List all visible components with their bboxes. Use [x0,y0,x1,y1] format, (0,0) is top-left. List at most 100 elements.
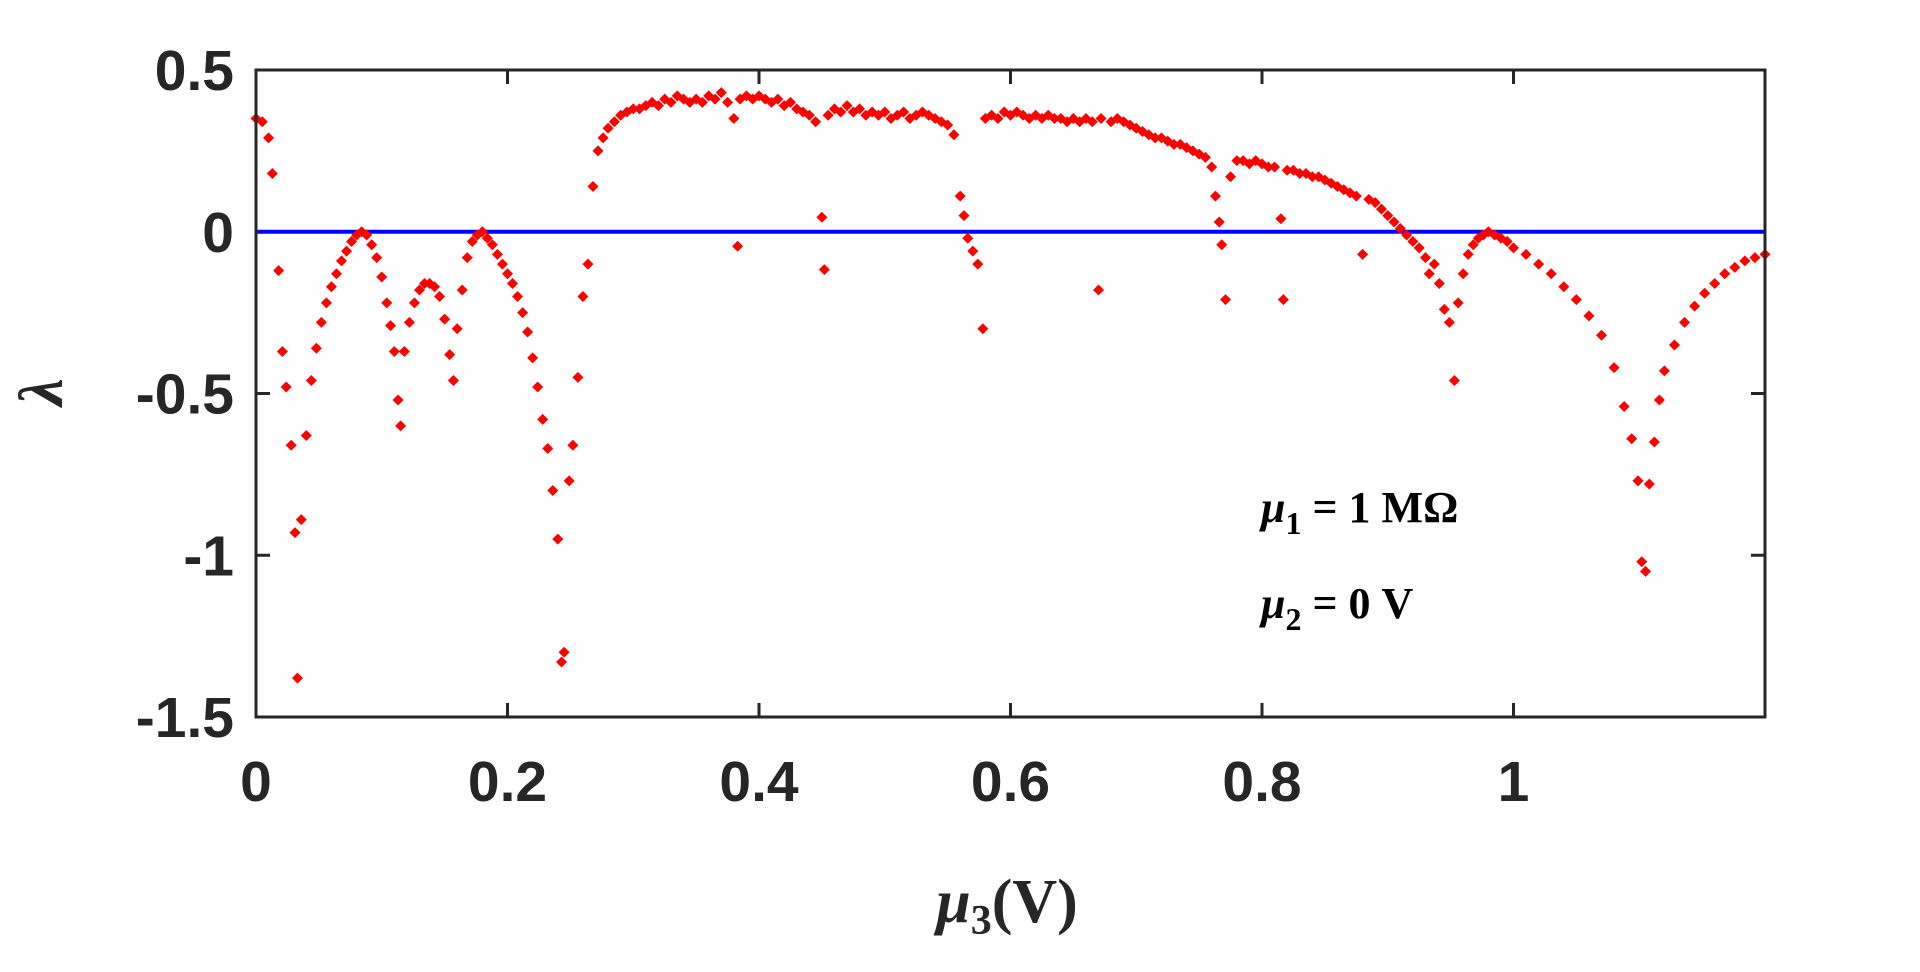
point [325,281,337,293]
point [602,122,614,134]
point [385,320,397,332]
point [280,381,292,393]
point [665,96,677,108]
point [552,533,564,545]
x-tick-label: 0.4 [719,750,799,814]
point [822,109,834,121]
point [291,672,303,684]
point [336,255,348,267]
y-tick-label: -1.5 [136,686,234,750]
point [1689,300,1701,312]
point [320,297,332,309]
point [502,268,513,280]
point [1596,329,1608,341]
point [592,145,604,157]
point [547,485,559,497]
point [1269,161,1281,173]
point [1533,258,1545,270]
point [366,239,378,251]
point [273,265,285,277]
point [1583,310,1595,322]
point [496,258,508,270]
point [1729,261,1741,273]
point [652,100,664,112]
point [772,93,784,105]
point [1558,281,1570,293]
point [818,264,830,276]
point [1438,303,1450,315]
point [527,352,539,364]
point [597,132,609,144]
point [962,232,974,244]
x-tick-label: 1 [1498,750,1530,814]
point [1608,362,1620,374]
point [395,420,407,432]
point [1209,190,1221,202]
point [1658,365,1670,377]
point [1699,287,1711,299]
point [330,268,342,280]
point [447,375,459,387]
x-label-sub: 3 [971,898,992,944]
point [1452,297,1464,309]
point [444,349,456,361]
x-label-symbol: μ [933,868,970,936]
y-tick-label: -1 [183,524,234,588]
point [556,656,568,668]
y-tick-label: 0 [202,201,234,265]
point [1149,132,1161,144]
point [879,106,891,118]
point [1213,216,1225,228]
point [803,109,815,121]
point [1433,278,1445,290]
point [1448,375,1460,387]
point [517,307,529,319]
x-tick-label: 0.8 [1222,750,1301,814]
point [1618,400,1630,412]
point [381,297,393,309]
point [577,290,589,302]
point [1262,161,1274,173]
point [567,439,579,451]
point [305,375,317,387]
x-tick-label: 0.2 [468,750,547,814]
point [413,284,425,296]
point [608,116,620,128]
point [587,180,599,192]
point [388,345,400,357]
point [1093,284,1105,296]
point [1520,248,1532,260]
point [451,323,463,335]
point [300,430,312,442]
point [1501,235,1513,247]
x-axis-label: μ3(V) [933,868,1078,944]
point [854,103,866,115]
point [1225,171,1237,183]
point [810,116,822,128]
point [266,168,278,180]
point [1394,223,1406,235]
point [1570,294,1582,306]
point [1648,436,1660,448]
point [376,271,388,283]
point [429,281,441,293]
point [310,342,322,354]
point [256,116,268,128]
annotation-sub: 2 [1285,601,1301,637]
point [532,381,544,393]
point [315,316,327,328]
point [1388,216,1400,228]
point [1382,210,1394,222]
point [1668,339,1680,351]
point [1216,239,1228,251]
annotation-symbol: μ [1259,483,1285,532]
point [572,371,584,383]
point [456,284,468,296]
point [476,226,488,238]
point [276,345,288,357]
point [1407,235,1419,247]
point [285,439,297,451]
annotation-text: = 1 MΩ [1301,483,1458,532]
y-tick-label: 0.5 [155,39,234,103]
x-tick-label: 0 [240,750,272,814]
